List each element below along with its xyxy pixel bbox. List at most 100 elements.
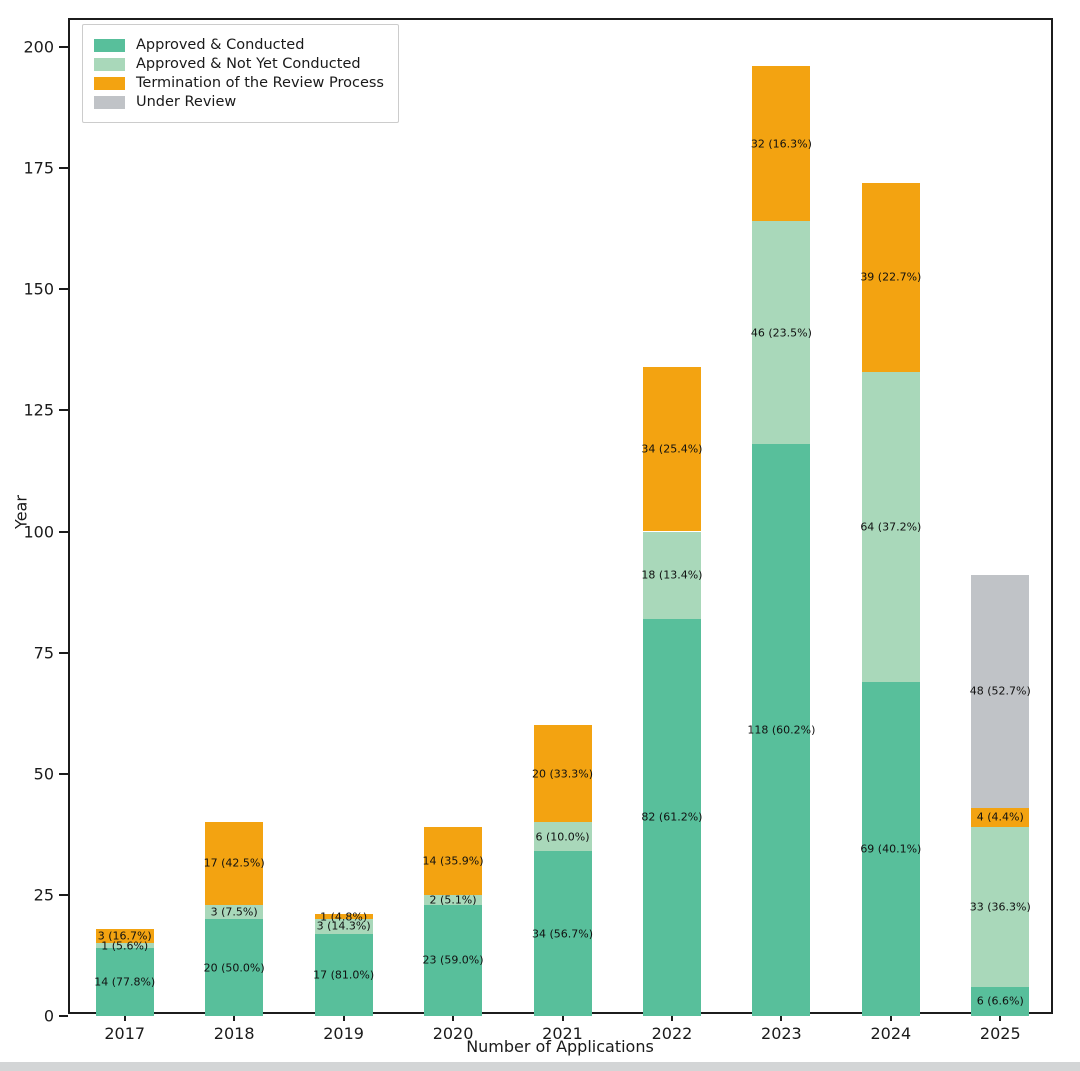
x-axis-label: Number of Applications xyxy=(466,1037,654,1056)
segment-label-2019-1: 17 (81.0%) xyxy=(313,968,375,982)
legend-swatch-4 xyxy=(94,95,125,109)
segment-label-2025-1: 6 (6.6%) xyxy=(976,994,1024,1008)
legend-item-2: Approved & Not Yet Conducted xyxy=(94,56,384,72)
bar-segment-2021-3 xyxy=(533,725,592,823)
y-tick-label: 125 xyxy=(23,400,54,420)
x-tick-label-2018: 2018 xyxy=(213,1024,255,1043)
x-tick-mark xyxy=(233,1014,236,1021)
y-tick-label: 50 xyxy=(33,764,54,784)
segment-label-2019-2: 3 (14.3%) xyxy=(316,919,371,933)
segment-label-2020-2: 2 (5.1%) xyxy=(429,893,477,907)
segment-label-2018-2: 3 (7.5%) xyxy=(210,905,258,919)
segment-label-2022-1: 82 (61.2%) xyxy=(641,810,703,824)
x-tick-label-2021: 2021 xyxy=(542,1024,583,1043)
y-tick-mark xyxy=(59,772,68,775)
y-tick-mark xyxy=(59,651,68,654)
y-tick-mark xyxy=(59,409,68,412)
bottom-shadow-band xyxy=(0,1062,1080,1071)
segment-label-2024-2: 64 (37.2%) xyxy=(860,520,922,534)
bar-segment-2021-1 xyxy=(533,851,592,1016)
bar-segment-2018-3 xyxy=(205,822,264,905)
bar-segment-2022-3 xyxy=(642,366,701,532)
x-tick-mark xyxy=(889,1014,892,1021)
segment-label-2021-1: 34 (56.7%) xyxy=(531,927,594,941)
segment-label-2017-3: 3 (16.7%) xyxy=(97,929,152,943)
bar-segment-2023-2 xyxy=(752,221,811,445)
segment-label-2025-4: 48 (52.7%) xyxy=(969,684,1031,698)
bar-segment-2025-4 xyxy=(971,575,1030,808)
x-tick-label-2020: 2020 xyxy=(432,1024,474,1043)
bar-segment-2018-1 xyxy=(205,919,264,1016)
bar-segment-2024-3 xyxy=(861,182,920,372)
segment-label-2020-1: 23 (59.0%) xyxy=(422,953,484,967)
x-tick-mark xyxy=(561,1014,564,1021)
bar-segment-2020-3 xyxy=(424,827,483,895)
segment-label-2025-2: 33 (36.3%) xyxy=(969,900,1031,914)
segment-label-2019-3: 1 (4.8%) xyxy=(320,910,368,924)
segment-label-2017-1: 14 (77.8%) xyxy=(94,975,156,989)
bar-segment-2023-3 xyxy=(752,66,811,222)
y-tick-label: 75 xyxy=(33,643,54,663)
y-tick-mark xyxy=(59,46,68,48)
x-tick-mark xyxy=(670,1014,673,1021)
legend-label-4: Under Review xyxy=(136,94,237,110)
bar-segment-2025-2 xyxy=(971,827,1030,987)
legend-swatch-2 xyxy=(94,57,125,71)
legend-item-4: Under Review xyxy=(94,94,384,110)
x-tick-label-2024: 2024 xyxy=(870,1024,912,1043)
x-tick-mark xyxy=(123,1014,126,1021)
bar-segment-2022-1 xyxy=(642,618,701,1016)
y-tick-label: 0 xyxy=(43,1006,54,1026)
bar-segment-2020-1 xyxy=(424,904,483,1016)
x-tick-mark xyxy=(999,1014,1002,1021)
y-tick-label: 150 xyxy=(23,279,54,299)
segment-label-2025-3: 4 (4.4%) xyxy=(976,810,1024,824)
legend-item-1: Approved & Conducted xyxy=(94,37,384,53)
legend-swatch-3 xyxy=(94,76,125,90)
x-tick-mark xyxy=(342,1014,345,1021)
y-tick-mark xyxy=(59,288,68,291)
legend-swatch-1 xyxy=(94,38,125,52)
bar-segment-2024-1 xyxy=(861,681,920,1016)
segment-label-2023-2: 46 (23.5%) xyxy=(750,326,812,340)
x-tick-mark xyxy=(452,1014,455,1021)
y-tick-label: 100 xyxy=(23,522,54,541)
plot-area: Approved & Conducted Approved & Not Yet C… xyxy=(23,18,1053,1043)
bar-segment-2021-2 xyxy=(533,822,592,852)
bar-segment-2017-2 xyxy=(95,943,154,949)
bar-segment-2017-1 xyxy=(95,948,154,1016)
bar-segment-2019-2 xyxy=(314,919,373,934)
y-tick-label: 200 xyxy=(23,37,54,57)
legend-label-1: Approved & Conducted xyxy=(136,37,305,53)
x-tick-label-2025: 2025 xyxy=(979,1024,1021,1043)
y-tick-label: 175 xyxy=(23,158,54,178)
segment-label-2024-1: 69 (40.1%) xyxy=(860,842,922,856)
segment-label-2023-3: 32 (16.3%) xyxy=(750,137,812,151)
y-tick-label: 25 xyxy=(33,885,54,905)
bar-segment-2025-3 xyxy=(971,807,1030,828)
legend-label-3: Termination of the Review Process xyxy=(136,75,384,91)
segment-label-2017-2: 1 (5.6%) xyxy=(101,939,149,953)
segment-label-2018-3: 17 (42.5%) xyxy=(203,856,265,870)
x-tick-label-2023: 2023 xyxy=(761,1024,802,1043)
segment-label-2022-3: 34 (25.4%) xyxy=(641,442,703,456)
legend-item-3: Termination of the Review Process xyxy=(94,75,384,91)
bar-segment-2023-1 xyxy=(752,444,811,1016)
segment-label-2021-3: 20 (33.3%) xyxy=(531,767,594,781)
bar-segment-2017-3 xyxy=(95,928,154,944)
segment-label-2020-3: 14 (35.9%) xyxy=(422,854,484,868)
x-tick-label-2019: 2019 xyxy=(323,1024,364,1043)
legend-label-2: Approved & Not Yet Conducted xyxy=(136,56,361,72)
y-tick-mark xyxy=(59,167,68,170)
bar-segment-2022-2 xyxy=(642,531,701,619)
segment-label-2021-2: 6 (10.0%) xyxy=(535,830,590,844)
bar-segment-2018-2 xyxy=(205,904,264,920)
segment-label-2024-3: 39 (22.7%) xyxy=(860,270,922,284)
segment-label-2023-1: 118 (60.2%) xyxy=(747,723,816,737)
x-tick-mark xyxy=(780,1014,783,1021)
y-tick-mark xyxy=(59,1015,68,1017)
y-tick-mark xyxy=(59,530,68,533)
x-tick-label-2017: 2017 xyxy=(104,1024,146,1043)
segment-label-2022-2: 18 (13.4%) xyxy=(641,568,703,582)
